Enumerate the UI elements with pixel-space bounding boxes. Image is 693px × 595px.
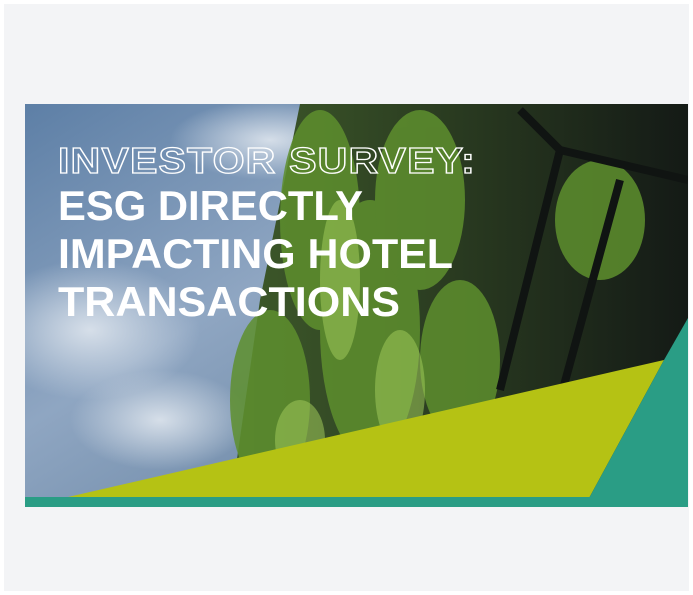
page: {"banner": {"kicker": "INVESTOR SURVEY:"… bbox=[0, 0, 693, 595]
headline-line: ESG DIRECTLY bbox=[58, 182, 363, 229]
kicker: INVESTOR SURVEY: bbox=[58, 140, 476, 181]
headline-line: TRANSACTIONS bbox=[58, 278, 400, 325]
headline-line: IMPACTING HOTEL bbox=[58, 230, 453, 277]
banner-image[interactable]: INVESTOR SURVEY: ESG DIRECTLY IMPACTING … bbox=[0, 0, 693, 595]
